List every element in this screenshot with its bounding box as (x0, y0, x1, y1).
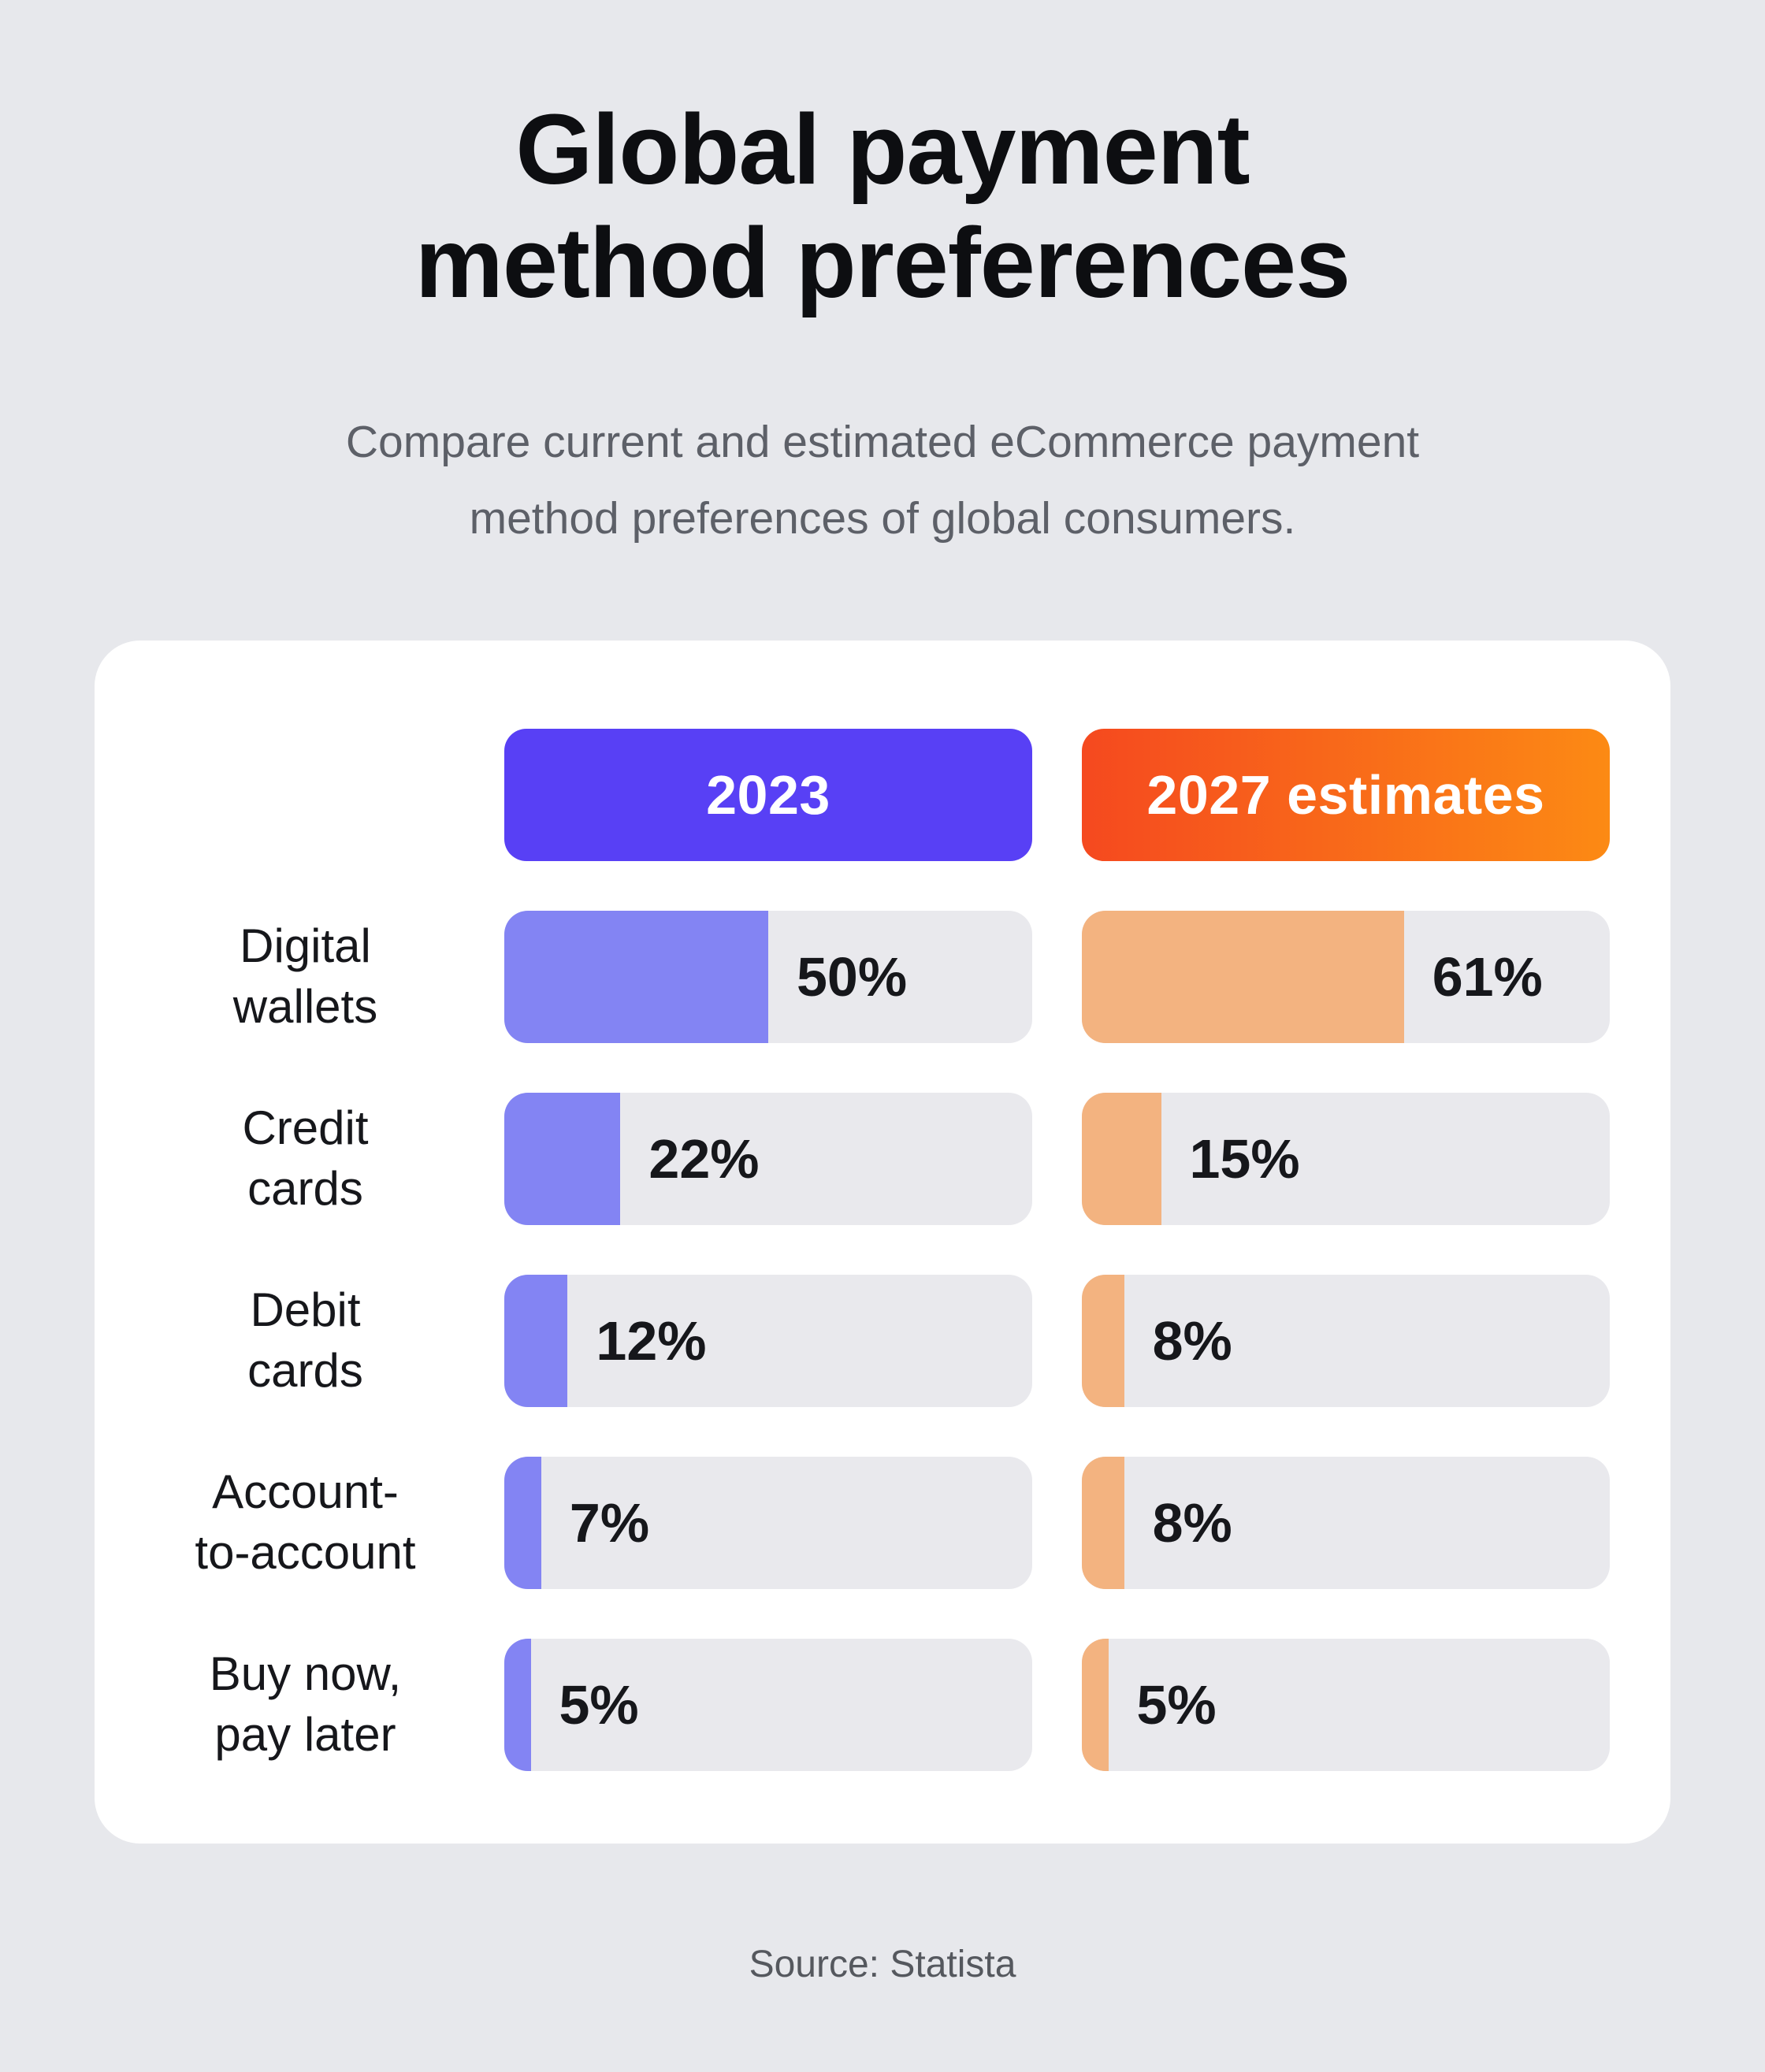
bar-track-2027-buy-now-pay-later: 5% (1082, 1639, 1610, 1772)
category-label-credit-cards: Credit cards (156, 1093, 455, 1225)
category-label-line1: Buy now, (209, 1647, 402, 1701)
category-label-line2: cards (247, 1344, 363, 1398)
bar-value-2023: 50% (797, 946, 908, 1008)
category-label-line1: Digital (240, 919, 371, 973)
category-label-digital-wallets: Digital wallets (156, 911, 455, 1043)
page-title-line2: method preferences (414, 206, 1351, 318)
page-subtitle-line1: Compare current and estimated eCommerce … (345, 417, 1420, 468)
bar-value-2023: 7% (569, 1492, 650, 1554)
bar-value-2027: 8% (1152, 1492, 1232, 1554)
category-label-line2: cards (247, 1162, 363, 1216)
category-label-line1: Credit (242, 1101, 369, 1155)
bar-value-2023: 22% (648, 1128, 760, 1190)
bar-value-2027: 15% (1189, 1128, 1300, 1190)
category-label-line2: to-account (195, 1526, 416, 1580)
bar-fill-2023 (504, 1093, 621, 1226)
bar-track-2027-credit-cards: 15% (1082, 1093, 1610, 1226)
bar-track-2027-digital-wallets: 61% (1082, 911, 1610, 1044)
page-subtitle: Compare current and estimated eCommerce … (0, 404, 1765, 557)
bar-track-2027-account-to-account: 8% (1082, 1457, 1610, 1590)
page-title-line1: Global payment (515, 94, 1250, 205)
category-label-account-to-account: Account- to-account (156, 1457, 455, 1589)
bar-fill-2023 (504, 1275, 568, 1408)
bar-value-2023: 12% (596, 1310, 707, 1372)
category-label-buy-now-pay-later: Buy now, pay later (156, 1639, 455, 1771)
bar-value-2027: 61% (1432, 946, 1543, 1008)
bar-track-2023-buy-now-pay-later: 5% (504, 1639, 1032, 1772)
legend-2023: 2023 (504, 729, 1032, 862)
bar-fill-2023 (504, 911, 768, 1044)
chart-grid: 2023 2027 estimates Digital wallets 50% … (156, 729, 1610, 1772)
category-label-line2: pay later (214, 1708, 396, 1762)
bar-fill-2027 (1082, 911, 1404, 1044)
legend-2023-label: 2023 (706, 764, 830, 826)
bar-track-2023-account-to-account: 7% (504, 1457, 1032, 1590)
legend-spacer (156, 729, 455, 861)
page-title: Global payment method preferences (0, 93, 1765, 319)
bar-fill-2023 (504, 1457, 541, 1590)
bar-value-2027: 5% (1136, 1674, 1217, 1736)
category-label-line1: Debit (250, 1283, 361, 1337)
legend-2027-estimates: 2027 estimates (1082, 729, 1610, 862)
chart-card: 2023 2027 estimates Digital wallets 50% … (95, 641, 1670, 1844)
bar-track-2027-debit-cards: 8% (1082, 1275, 1610, 1408)
bar-fill-2027 (1082, 1457, 1124, 1590)
legend-2027-label: 2027 estimates (1146, 764, 1545, 826)
bar-fill-2027 (1082, 1093, 1161, 1226)
bar-fill-2027 (1082, 1639, 1109, 1772)
bar-value-2023: 5% (559, 1674, 639, 1736)
page-subtitle-line2: method preferences of global consumers. (469, 493, 1296, 544)
source-attribution: Source: Statista (749, 1944, 1016, 1986)
bar-value-2027: 8% (1152, 1310, 1232, 1372)
category-label-line1: Account- (212, 1465, 399, 1519)
bar-fill-2027 (1082, 1275, 1124, 1408)
bar-track-2023-debit-cards: 12% (504, 1275, 1032, 1408)
bar-fill-2023 (504, 1639, 531, 1772)
category-label-line2: wallets (232, 980, 378, 1034)
category-label-debit-cards: Debit cards (156, 1275, 455, 1407)
bar-track-2023-credit-cards: 22% (504, 1093, 1032, 1226)
bar-track-2023-digital-wallets: 50% (504, 911, 1032, 1044)
